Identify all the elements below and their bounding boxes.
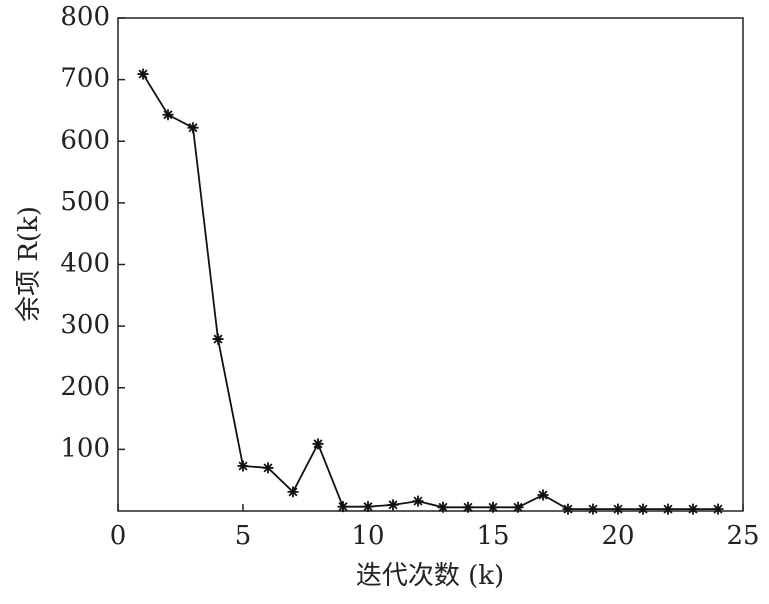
data-point: [562, 503, 574, 515]
x-axis-label: 迭代次数 (k): [356, 561, 504, 591]
y-tick-label: 500: [60, 187, 110, 217]
x-tick-label: 15: [476, 521, 509, 551]
data-point: [712, 503, 724, 515]
data-point: [312, 438, 324, 450]
y-tick-label: 400: [60, 249, 110, 279]
data-point: [412, 495, 424, 507]
x-tick-label: 10: [351, 521, 384, 551]
data-point: [137, 68, 149, 80]
y-tick-label: 800: [60, 2, 110, 32]
y-tick-label: 700: [60, 64, 110, 94]
data-point: [262, 462, 274, 474]
data-point: [462, 501, 474, 513]
y-tick-label: 600: [60, 125, 110, 155]
data-point: [487, 501, 499, 513]
y-tick-label: 200: [60, 372, 110, 402]
data-point: [287, 486, 299, 498]
data-point: [212, 333, 224, 345]
x-tick-label: 5: [235, 521, 252, 551]
x-tick-label: 20: [601, 521, 634, 551]
data-point: [237, 460, 249, 472]
plot-frame: [117, 17, 744, 512]
data-point: [612, 503, 624, 515]
series-line: [142, 73, 718, 511]
data-point: [437, 501, 449, 513]
data-point: [637, 503, 649, 515]
y-tick-label: 100: [60, 433, 110, 463]
data-point: [387, 499, 399, 511]
data-point: [537, 489, 549, 501]
y-tick-label: 300: [60, 310, 110, 340]
data-point: [587, 503, 599, 515]
x-tick-label: 0: [110, 521, 127, 551]
x-tick-label: 25: [726, 521, 759, 551]
data-point: [687, 503, 699, 515]
data-point: [187, 122, 199, 134]
data-point: [662, 503, 674, 515]
data-point: [162, 109, 174, 121]
data-point: [337, 501, 349, 513]
y-axis-label: 余项 R(k): [14, 206, 44, 322]
data-point: [512, 501, 524, 513]
data-point: [362, 501, 374, 513]
